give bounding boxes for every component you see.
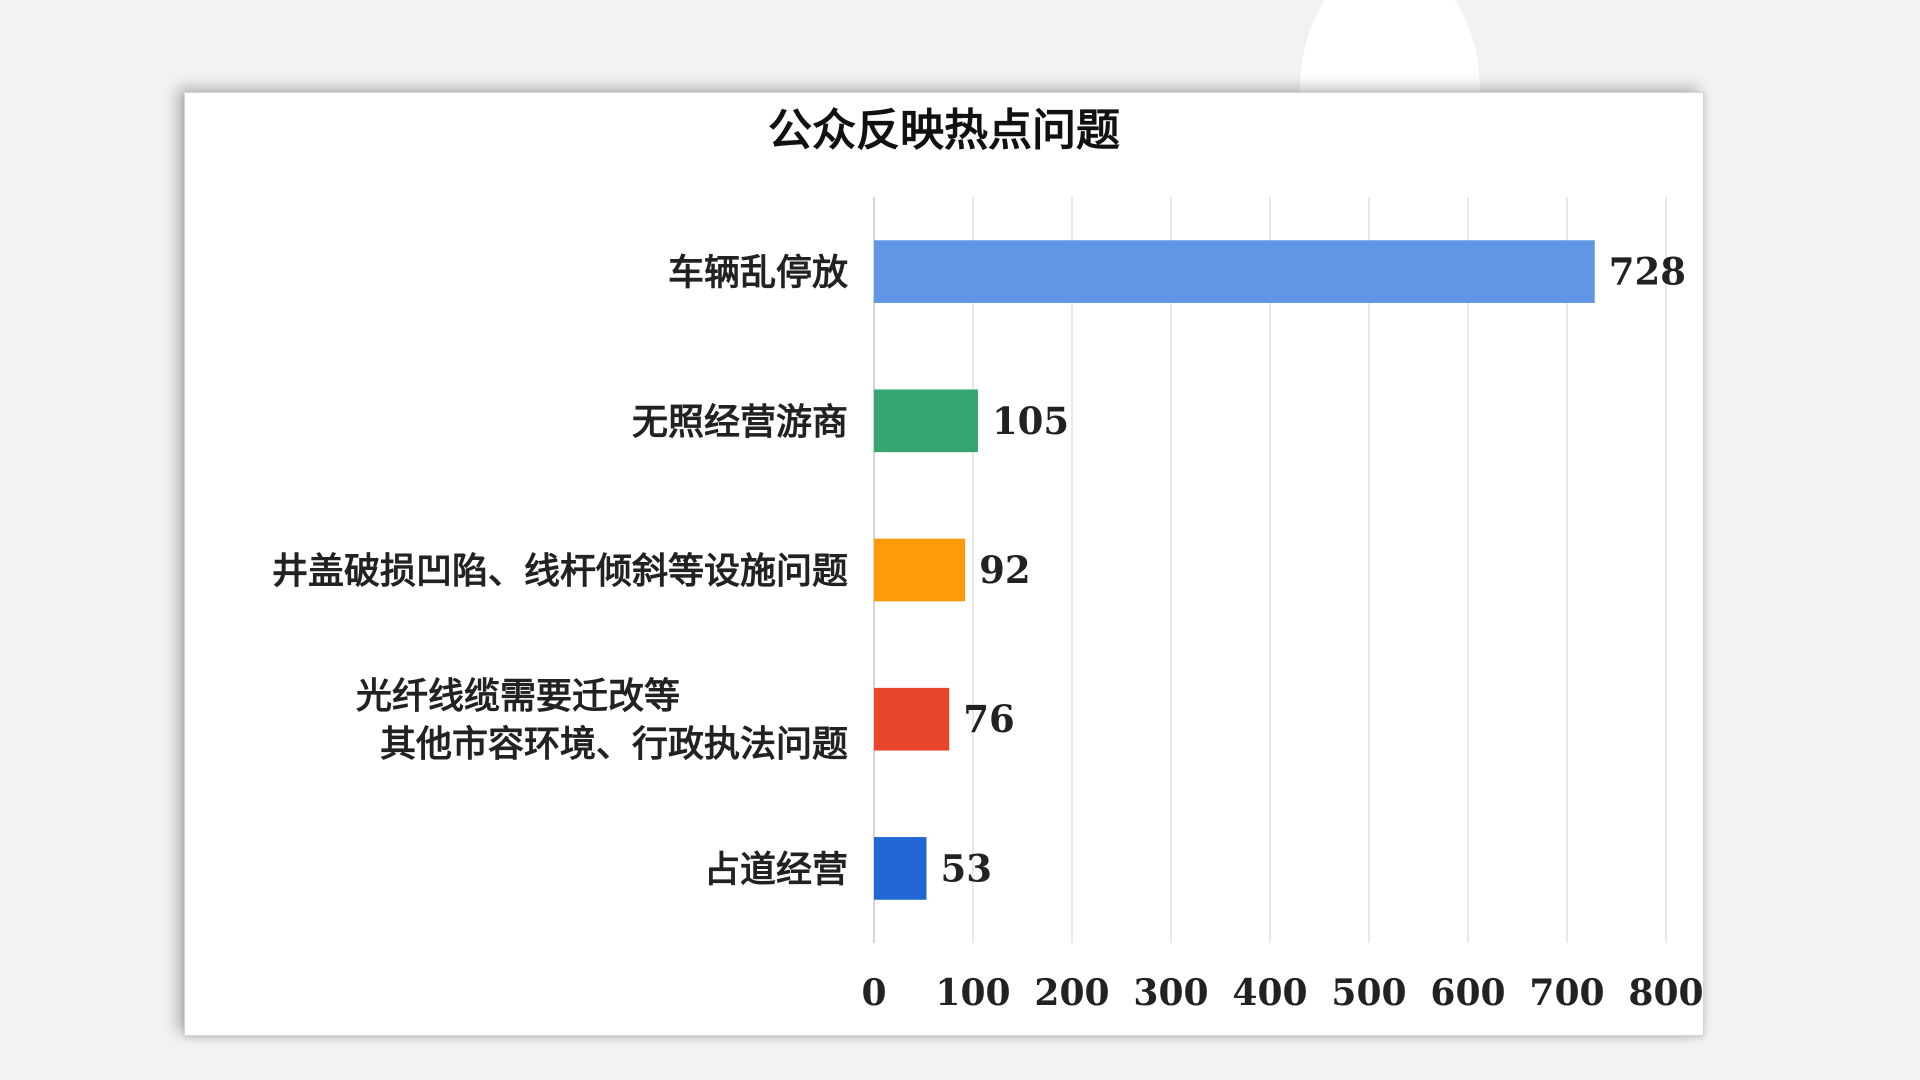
chart-card: 公众反映热点问题 车辆乱停放无照经营游商井盖破损凹陷、线杆倾斜等设施问题光纤线缆… (184, 92, 1704, 1036)
category-label: 井盖破损凹陷、线杆倾斜等设施问题 (272, 551, 848, 592)
data-label: 728 (1609, 250, 1686, 294)
bar (874, 837, 927, 900)
data-label: 105 (992, 399, 1069, 443)
grid-lines (873, 197, 1667, 943)
category-label: 光纤线缆需要迁改等 (356, 676, 680, 717)
x-tick-label: 600 (1430, 972, 1505, 1014)
bar (874, 538, 966, 602)
bar-chart: 公众反映热点问题 车辆乱停放无照经营游商井盖破损凹陷、线杆倾斜等设施问题光纤线缆… (272, 105, 1703, 1014)
data-label: 53 (940, 846, 992, 890)
x-tick-label: 800 (1628, 972, 1703, 1014)
data-label: 76 (963, 697, 1015, 741)
category-label: 占道经营 (704, 849, 848, 890)
x-tick-label: 400 (1232, 972, 1307, 1014)
x-tick-label: 300 (1133, 972, 1208, 1014)
chart-title: 公众反映热点问题 (768, 105, 1120, 156)
bar (874, 389, 978, 453)
bar (874, 240, 1595, 303)
data-label: 92 (979, 548, 1031, 592)
x-tick-label: 0 (861, 972, 886, 1014)
bars (874, 240, 1595, 900)
x-tick-label: 200 (1034, 972, 1109, 1014)
bar (874, 687, 950, 751)
category-label: 其他市容环境、行政执法问题 (380, 724, 848, 765)
category-label: 无照经营游商 (632, 402, 848, 443)
x-tick-label: 700 (1529, 972, 1604, 1014)
x-tick-label: 500 (1331, 972, 1406, 1014)
category-label: 车辆乱停放 (668, 253, 848, 294)
x-tick-label: 100 (935, 972, 1010, 1014)
data-labels: 728 105 92 76 53 (940, 250, 1685, 891)
category-labels: 车辆乱停放无照经营游商井盖破损凹陷、线杆倾斜等设施问题光纤线缆需要迁改等其他市容… (272, 253, 848, 891)
x-axis-ticks: 0 100 200 300 400 500 600 700 800 (861, 972, 1703, 1014)
